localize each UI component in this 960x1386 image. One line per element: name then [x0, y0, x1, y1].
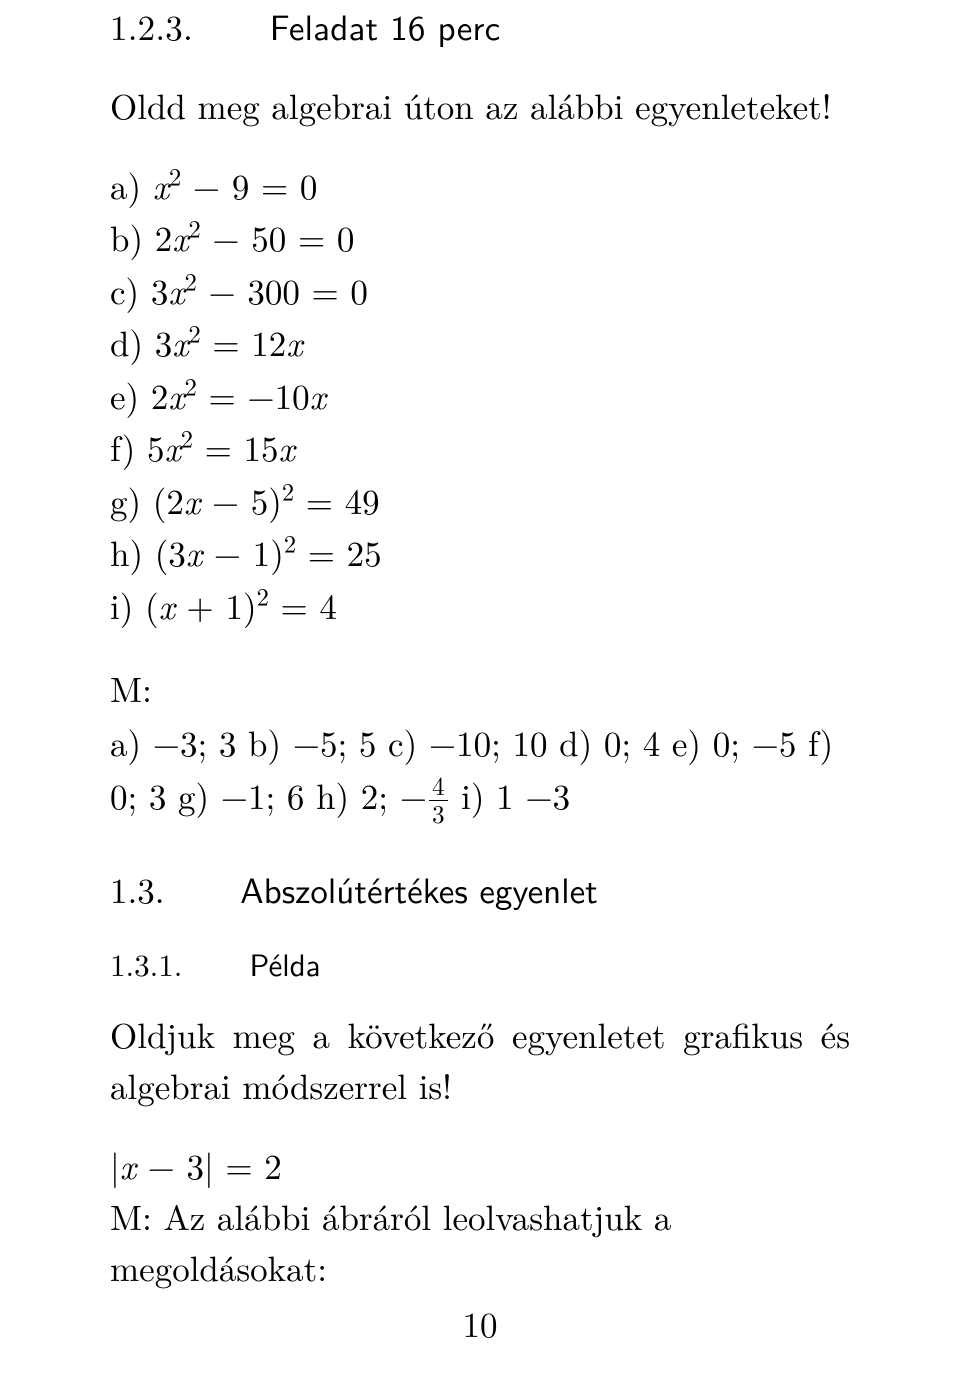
heading-1-3-1: 1.3.1. Példa [110, 940, 850, 986]
eq-f: f) 5x2 = 15x [110, 422, 850, 475]
m-label: M: [110, 664, 850, 713]
abs-equation: |x − 3| = 2 [110, 1140, 850, 1193]
equation-list: a) x2 − 9 = 0 b) 2x2 − 50 = 0 c) 3x2 − 3… [110, 160, 850, 633]
eq-d: d) 3x2 = 12x [110, 317, 850, 370]
heading-number: 1.3. [110, 865, 164, 914]
fraction-4-3: 43 [429, 773, 448, 827]
heading-text: Abszolútértékes egyenlet [240, 863, 597, 914]
heading-number: 1.2.3. [110, 2, 193, 51]
eq-g: g) (2x − 5)2 = 49 [110, 475, 850, 528]
m-line-graph: M: Az alábbi ábráról leolvashatjuk a meg… [110, 1192, 850, 1294]
example-intro: Oldjuk meg a következő egyenletet grafik… [110, 1010, 850, 1112]
eq-h: h) (3x − 1)2 = 25 [110, 527, 850, 580]
page: 1.2.3. Feladat 16 perc Oldd meg algebrai… [0, 0, 960, 1386]
m-line-1: a) −3; 3 b) −5; 5 c) −10; 10 d) 0; 4 e) … [110, 717, 850, 770]
heading-1-2-3: 1.2.3. Feladat 16 perc [110, 0, 850, 51]
heading-number: 1.3.1. [110, 941, 182, 985]
eq-i: i) (x + 1)2 = 4 [110, 580, 850, 633]
heading-1-3: 1.3. Abszolútértékes egyenlet [110, 863, 850, 914]
heading-text: Példa [250, 940, 321, 986]
m-line-2: 0; 3 g) −1; 6 h) 2; −43 i) 1 −3 [110, 770, 850, 827]
eq-c: c) 3x2 − 300 = 0 [110, 265, 850, 318]
intro-text: Oldd meg algebrai úton az alábbi egyenle… [110, 81, 850, 132]
page-number: 10 [0, 1299, 960, 1348]
eq-e: e) 2x2 = −10x [110, 370, 850, 423]
solution-block-1: M: a) −3; 3 b) −5; 5 c) −10; 10 d) 0; 4 … [110, 664, 850, 827]
heading-text: Feladat 16 perc [270, 0, 501, 51]
eq-a: a) x2 − 9 = 0 [110, 160, 850, 213]
eq-b: b) 2x2 − 50 = 0 [110, 212, 850, 265]
